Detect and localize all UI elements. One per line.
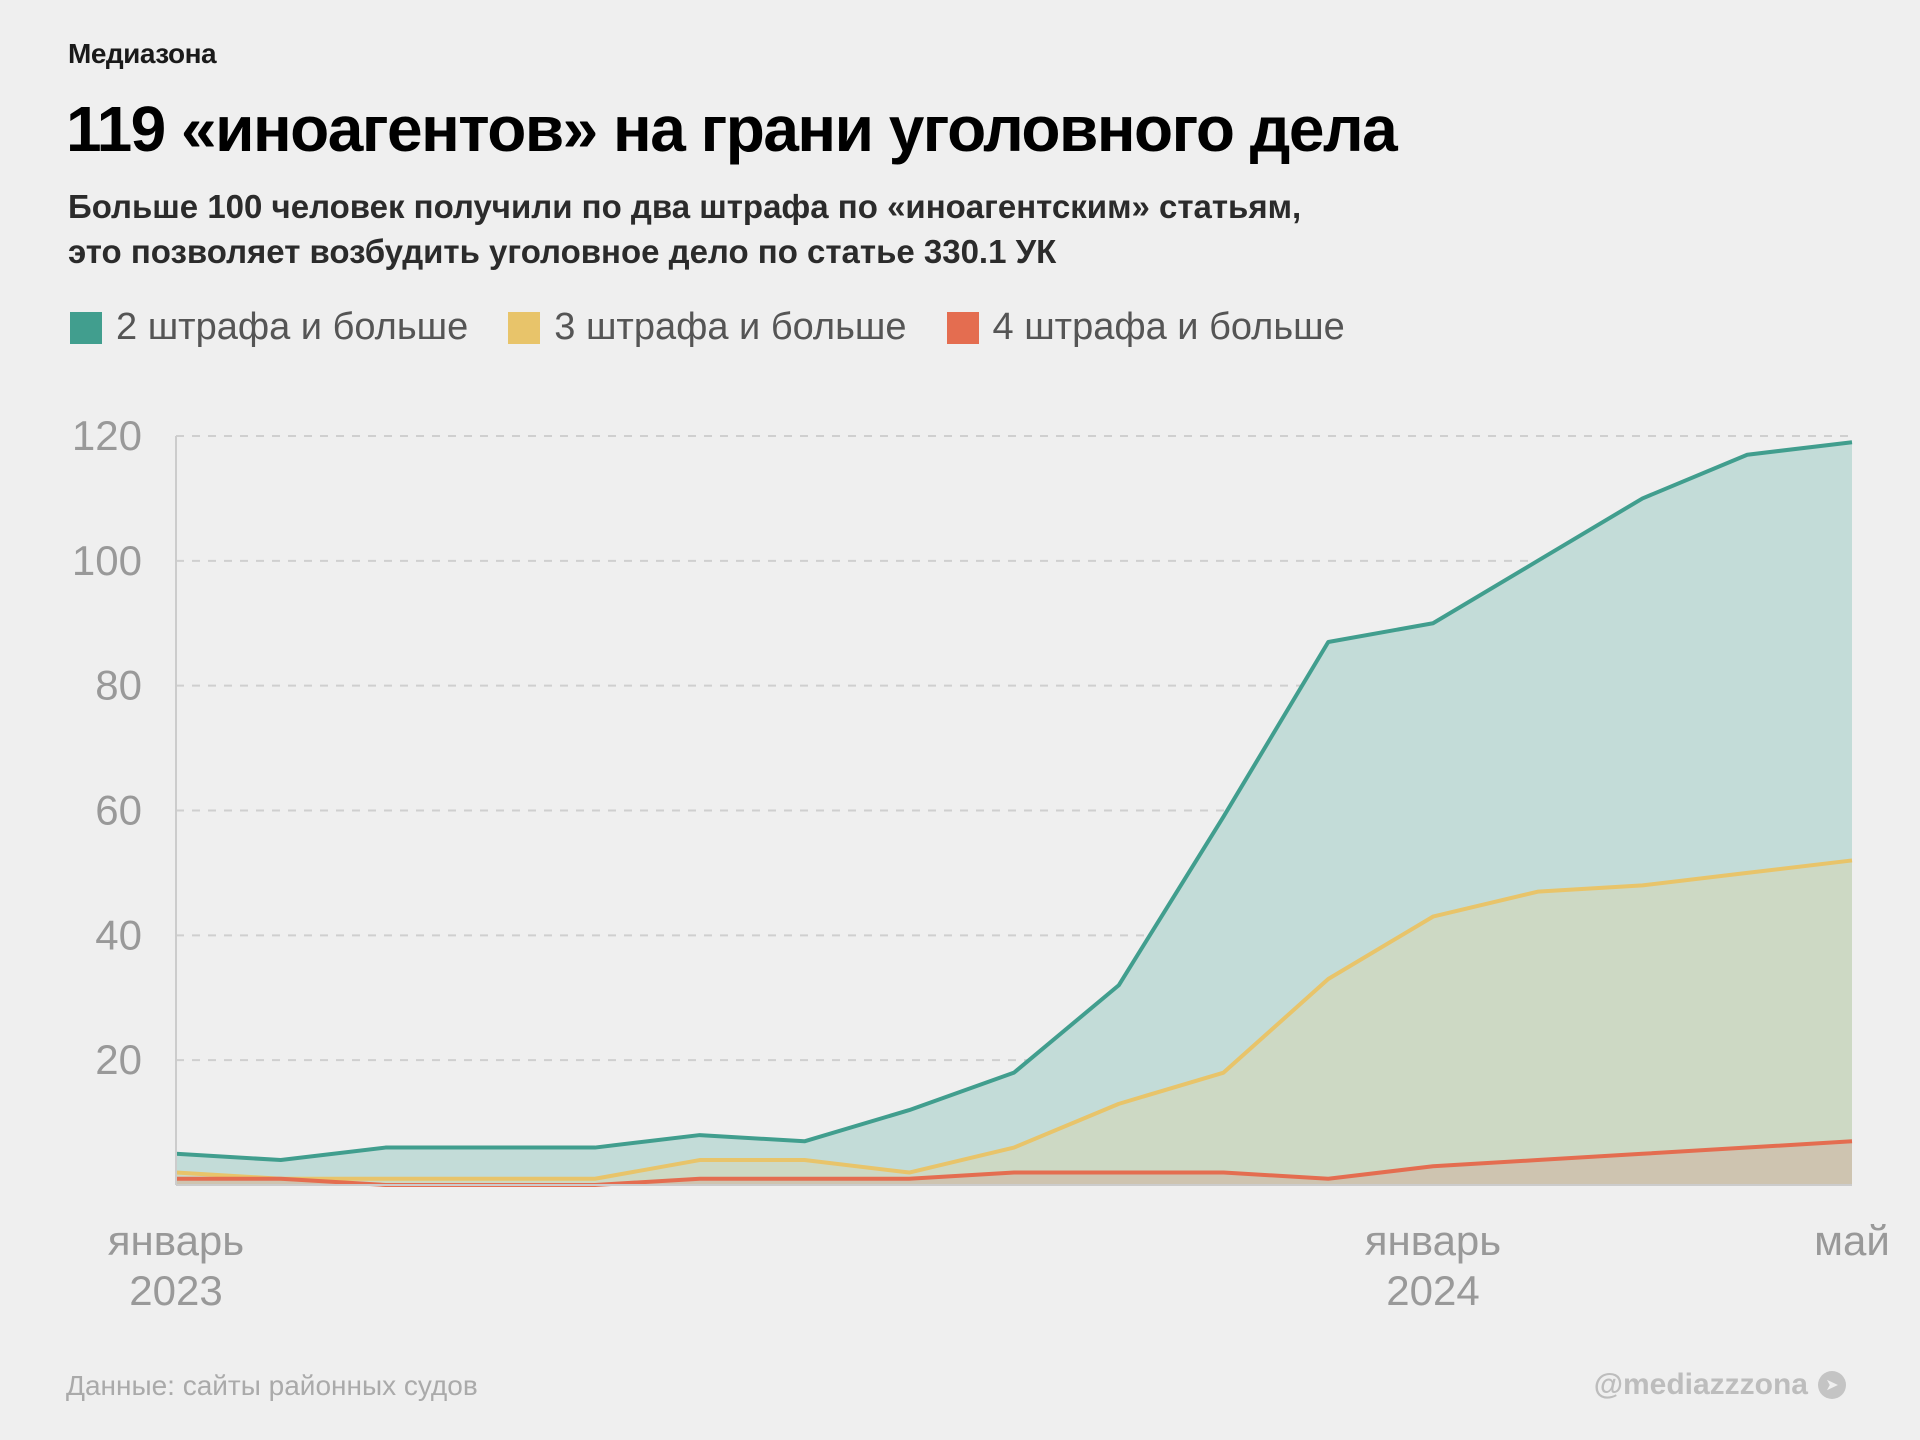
chart-subtitle: Больше 100 человек получили по два штраф… [68,184,1768,274]
legend-swatch [70,311,102,344]
legend-item-3-fines: 3 штрафа и больше [508,306,907,349]
axes [175,436,1852,1186]
legend-item-2-fines: 2 штрафа и больше [70,306,468,349]
legend-label: 4 штрафа и больше [992,306,1345,348]
x-tick-label-month: май [1814,1217,1890,1264]
legend-swatch [508,311,541,344]
handle-text: @mediazzzona [1593,1368,1808,1401]
y-tick-label: 100 [72,537,142,584]
x-tick-label-month: январь [108,1217,244,1264]
series-areas [176,442,1852,1185]
y-tick-label: 20 [95,1036,142,1083]
y-tick-label: 80 [95,662,142,709]
data-source: Данные: сайты районных судов [66,1370,478,1401]
x-tick-label-year: 2023 [129,1267,222,1314]
telegram-icon: ➤ [1818,1371,1846,1399]
area-series-3-fines [176,860,1852,1185]
legend-swatch [946,311,979,344]
social-handle[interactable]: @mediazzzona ➤ [1594,1368,1846,1402]
subtitle-line-1: Больше 100 человек получили по два штраф… [68,188,1302,225]
brand-logo: Медиазона [68,38,217,69]
legend-label: 3 штрафа и больше [554,306,907,348]
x-tick-label-year: 2024 [1386,1267,1479,1314]
y-tick-labels: 20 40 60 80 100 120 [72,412,142,1083]
legend-item-4-fines: 4 штрафа и больше [946,306,1345,349]
subtitle-line-2: это позволяет возбудить уголовное дело п… [68,233,1057,270]
y-tick-label: 40 [95,911,142,958]
area-series-4-fines [176,1141,1852,1185]
legend: 2 штрафа и больше 3 штрафа и больше 4 шт… [70,306,1345,349]
y-tick-label: 120 [72,412,142,459]
chart-title: 119 «иноагентов» на грани уголовного дел… [66,93,1398,165]
x-tick-label-month: январь [1365,1217,1501,1264]
y-tick-label: 60 [95,787,142,834]
legend-label: 2 штрафа и больше [116,306,469,348]
x-tick-label: май [1814,1217,1890,1264]
